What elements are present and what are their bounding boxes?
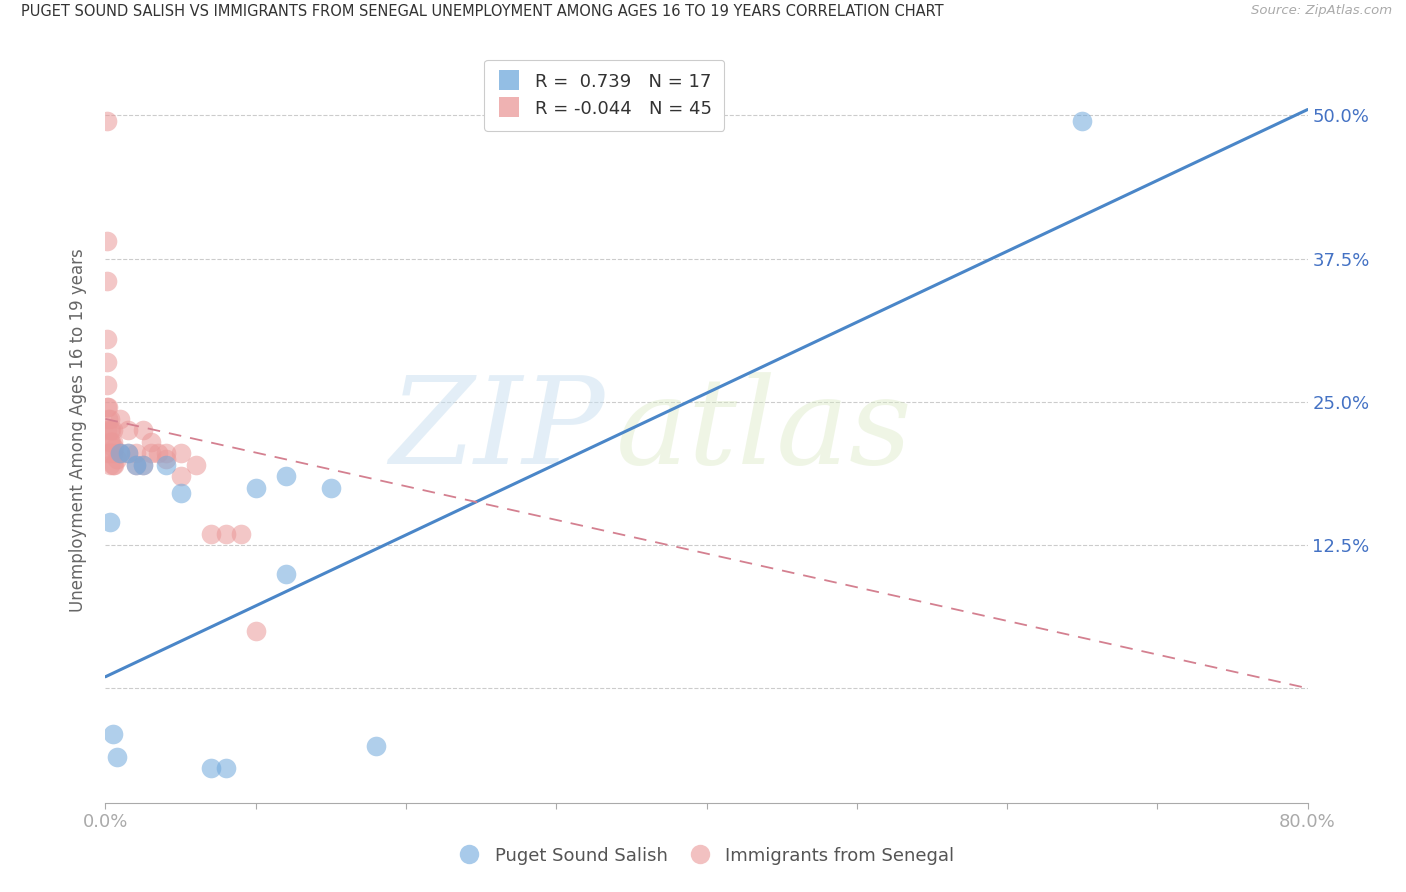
- Point: [364, 739, 387, 753]
- Point: [200, 526, 222, 541]
- Point: [103, 458, 125, 472]
- Point: [155, 446, 177, 460]
- Point: [214, 761, 236, 775]
- Point: [214, 526, 236, 541]
- Point: [96, 332, 118, 346]
- Text: atlas: atlas: [616, 372, 912, 489]
- Point: [107, 750, 129, 764]
- Point: [274, 566, 297, 581]
- Point: [184, 458, 207, 472]
- Point: [101, 434, 124, 449]
- Point: [107, 452, 129, 467]
- Point: [98, 434, 121, 449]
- Point: [319, 481, 342, 495]
- Y-axis label: Unemployment Among Ages 16 to 19 years: Unemployment Among Ages 16 to 19 years: [69, 249, 87, 612]
- Point: [100, 434, 122, 449]
- Point: [96, 354, 118, 368]
- Legend: Puget Sound Salish, Immigrants from Senegal: Puget Sound Salish, Immigrants from Sene…: [451, 839, 962, 872]
- Point: [110, 446, 132, 460]
- Point: [245, 481, 267, 495]
- Point: [117, 424, 139, 438]
- Point: [117, 446, 139, 460]
- Text: PUGET SOUND SALISH VS IMMIGRANTS FROM SENEGAL UNEMPLOYMENT AMONG AGES 16 TO 19 Y: PUGET SOUND SALISH VS IMMIGRANTS FROM SE…: [21, 4, 943, 20]
- Point: [155, 452, 177, 467]
- Point: [124, 458, 146, 472]
- Point: [96, 377, 118, 392]
- Point: [139, 446, 162, 460]
- Point: [96, 235, 118, 249]
- Point: [100, 424, 122, 438]
- Point: [245, 624, 267, 638]
- Point: [169, 469, 191, 483]
- Point: [110, 446, 132, 460]
- Text: Source: ZipAtlas.com: Source: ZipAtlas.com: [1251, 4, 1392, 18]
- Point: [110, 412, 132, 426]
- Point: [96, 114, 118, 128]
- Point: [96, 424, 118, 438]
- Point: [98, 515, 121, 529]
- Point: [200, 761, 222, 775]
- Point: [124, 446, 146, 460]
- Point: [101, 424, 124, 438]
- Point: [98, 424, 121, 438]
- Point: [139, 434, 162, 449]
- Point: [124, 458, 146, 472]
- Point: [98, 412, 121, 426]
- Point: [97, 446, 120, 460]
- Point: [229, 526, 252, 541]
- Point: [132, 458, 155, 472]
- Point: [169, 486, 191, 500]
- Point: [101, 458, 124, 472]
- Point: [98, 446, 121, 460]
- Point: [169, 446, 191, 460]
- Point: [101, 446, 124, 460]
- Point: [97, 401, 120, 415]
- Point: [274, 469, 297, 483]
- Point: [146, 446, 169, 460]
- Text: ZIP: ZIP: [389, 372, 605, 489]
- Point: [1071, 114, 1094, 128]
- Point: [132, 424, 155, 438]
- Point: [155, 458, 177, 472]
- Point: [96, 401, 118, 415]
- Point: [97, 412, 120, 426]
- Point: [103, 441, 125, 455]
- Point: [101, 727, 124, 741]
- Point: [96, 275, 118, 289]
- Point: [132, 458, 155, 472]
- Point: [98, 458, 121, 472]
- Point: [117, 446, 139, 460]
